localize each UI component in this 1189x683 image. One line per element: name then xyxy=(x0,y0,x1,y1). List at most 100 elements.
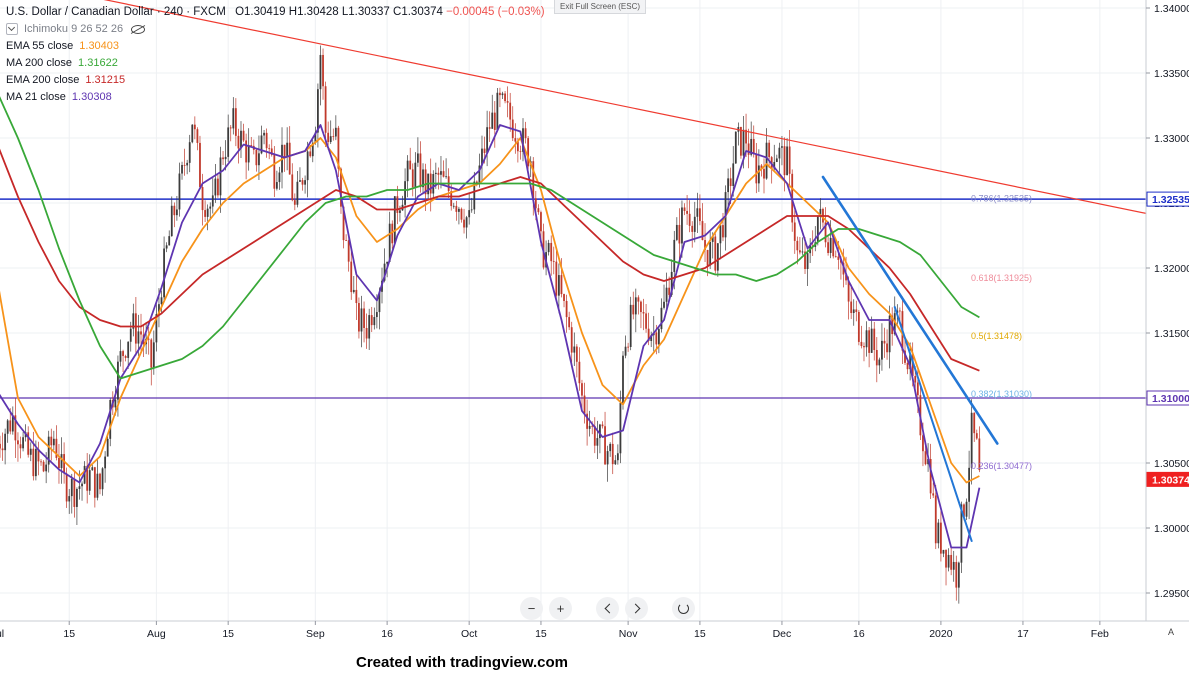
candle-body xyxy=(388,223,391,262)
candle-body xyxy=(640,301,642,313)
fib-level-label: 0.236(1.30477) xyxy=(971,461,1032,471)
candle-body xyxy=(796,240,799,251)
candle-body xyxy=(504,93,506,102)
candle-body xyxy=(383,263,386,281)
candle-body xyxy=(552,261,555,262)
price-axis[interactable]: 1.340001.335001.330001.325001.320001.315… xyxy=(1146,3,1189,600)
candle-body xyxy=(865,330,868,348)
candle-body xyxy=(878,359,881,366)
indicator-row-ma200[interactable]: MA 200 close 1.31622 xyxy=(6,57,545,69)
candle-body xyxy=(696,208,699,217)
candle-body xyxy=(496,92,499,130)
exit-fullscreen-button[interactable]: Exit Full Screen (ESC) xyxy=(554,0,647,14)
candle-body xyxy=(440,171,442,175)
reset-chart-button[interactable] xyxy=(672,597,695,620)
series-line-ema-200-close xyxy=(0,148,980,372)
candle-body xyxy=(481,148,483,166)
candle-body xyxy=(714,236,717,271)
scroll-right-button[interactable] xyxy=(625,597,648,620)
candle-body xyxy=(29,448,32,455)
candle-body xyxy=(240,130,242,149)
nav-spacer xyxy=(654,597,666,620)
candle-body xyxy=(742,129,745,156)
candle-body xyxy=(560,275,563,295)
candle-body xyxy=(178,173,181,210)
candle-body xyxy=(193,124,196,130)
candle-body xyxy=(329,136,332,143)
candle-body xyxy=(22,437,24,449)
candle-body xyxy=(729,178,732,187)
candle-body xyxy=(473,181,476,210)
candle-body xyxy=(114,399,117,408)
scroll-left-button[interactable] xyxy=(596,597,619,620)
candle-body xyxy=(693,216,696,232)
candle-body xyxy=(599,424,601,439)
time-axis[interactable]: Jul 15 Aug 15 Sep 16 Oct 15 Nov 15 Dec 16 2020 17 Feb xyxy=(0,621,1109,640)
candle-body xyxy=(245,140,248,163)
candle-body xyxy=(573,346,576,353)
candle-body xyxy=(727,178,730,193)
candle-body xyxy=(204,210,207,217)
price-candles xyxy=(0,45,981,604)
candle-body xyxy=(824,222,827,243)
indicator-label: MA 200 close xyxy=(6,57,73,69)
price-tag-box xyxy=(1146,471,1189,487)
candle-body xyxy=(555,261,558,296)
candle-body xyxy=(604,426,606,465)
candle-body xyxy=(716,243,719,271)
candle-body xyxy=(211,195,214,207)
candle-body xyxy=(975,433,978,439)
candle-body xyxy=(852,309,855,314)
candle-body xyxy=(750,138,753,155)
low-value: L1.30337 xyxy=(341,6,390,18)
candle-body xyxy=(916,382,919,396)
candle-body xyxy=(550,242,553,262)
x-tick-label: 15 xyxy=(535,628,547,640)
candle-body xyxy=(752,138,755,154)
indicator-row-ma21[interactable]: MA 21 close 1.30308 xyxy=(6,91,545,103)
candle-body xyxy=(732,163,735,187)
x-tick-label: Sep xyxy=(306,628,325,640)
x-tick-label: 17 xyxy=(1017,628,1029,640)
candle-body xyxy=(14,415,17,441)
collapse-toggle-icon[interactable] xyxy=(6,23,18,35)
candle-body xyxy=(491,112,494,129)
candle-body xyxy=(424,169,427,195)
candle-body xyxy=(247,145,250,163)
candle-body xyxy=(391,223,394,244)
candle-body xyxy=(647,328,650,342)
candle-body xyxy=(78,486,81,489)
candle-body xyxy=(334,127,337,137)
indicator-row-ema200[interactable]: EMA 200 close 1.31215 xyxy=(6,74,545,86)
y-tick-label: 1.29500 xyxy=(1154,588,1189,600)
x-tick-label: Aug xyxy=(147,628,166,640)
candle-body xyxy=(668,287,671,295)
candle-body xyxy=(45,464,48,472)
candle-body xyxy=(660,307,663,330)
candle-body xyxy=(396,196,399,213)
candle-body xyxy=(955,561,958,588)
zoom-in-button[interactable]: + xyxy=(549,597,572,620)
zoom-out-button[interactable]: − xyxy=(520,597,543,620)
candle-body xyxy=(845,274,847,281)
ichimoku-row[interactable]: Ichimoku 9 26 52 26 xyxy=(6,23,545,35)
indicator-row-ema55[interactable]: EMA 55 close 1.30403 xyxy=(6,40,545,52)
indicator-value: 1.30308 xyxy=(71,91,112,103)
auto-scale-button[interactable]: A xyxy=(1168,627,1175,637)
trendlines[interactable] xyxy=(0,0,1147,542)
candle-body xyxy=(719,225,722,244)
candle-body xyxy=(217,178,219,196)
candle-body xyxy=(6,420,9,434)
candle-body xyxy=(593,426,596,446)
candle-body xyxy=(186,162,189,166)
symbol-header[interactable]: U.S. Dollar / Canadian Dollar · 240 · FX… xyxy=(6,6,545,18)
candle-body xyxy=(27,432,30,455)
candle-body xyxy=(40,461,42,463)
candle-body xyxy=(65,473,68,502)
candle-body xyxy=(140,331,142,335)
candle-body xyxy=(616,453,619,461)
candle-body xyxy=(957,562,960,588)
hidden-eye-icon[interactable] xyxy=(131,24,146,34)
candle-body xyxy=(701,221,704,241)
